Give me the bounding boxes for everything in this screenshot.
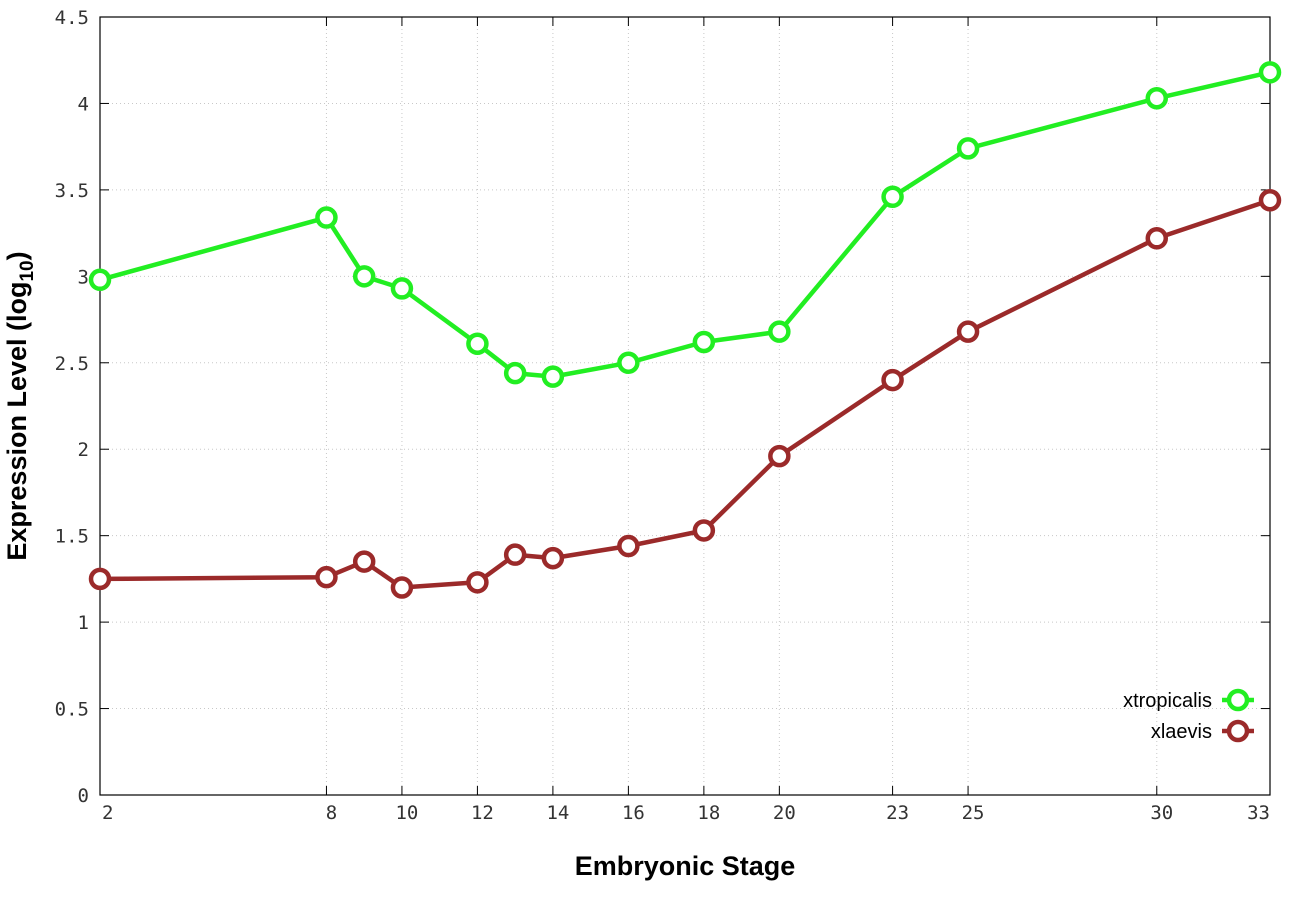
data-point [956, 320, 980, 343]
x-tick-label: 30 [1150, 802, 1173, 824]
data-point [1258, 189, 1282, 212]
y-tick-labels: 0 0.5 1 1.5 2 2.5 3 3.5 4 4.5 [55, 7, 89, 807]
y-tick-label: 1 [78, 612, 89, 634]
data-point [352, 550, 376, 573]
y-tick-label: 3.5 [55, 180, 89, 202]
legend-marker [1226, 688, 1250, 712]
y-tick-label: 4 [78, 93, 89, 115]
data-point [541, 365, 565, 388]
data-point [88, 268, 112, 292]
data-point [768, 444, 791, 468]
data-point [617, 534, 640, 558]
data-point [617, 351, 640, 375]
x-tick-label: 20 [773, 802, 796, 824]
y-axis-title: Expression Level (log10) [2, 251, 38, 560]
series-lines [88, 61, 1282, 599]
x-tick-label: 10 [395, 802, 418, 824]
data-point [88, 567, 112, 591]
y-tick-label: 4.5 [55, 7, 89, 29]
data-point [352, 265, 376, 288]
legend: xtropicalis xlaevis [1123, 688, 1254, 743]
x-tick-label: 2 [102, 802, 113, 824]
data-point [466, 571, 489, 594]
y-axis-title-main: Expression Level (log [2, 282, 32, 561]
x-tick-label: 8 [326, 802, 337, 824]
data-point [390, 576, 414, 599]
data-point [1145, 227, 1169, 250]
y-tick-label: 1.5 [55, 526, 89, 548]
y-tick-label: 0 [78, 785, 89, 807]
data-point [1145, 87, 1169, 110]
series-xtropicalis [88, 61, 1282, 388]
data-point [315, 206, 338, 229]
data-point [466, 332, 489, 356]
x-tick-label: 14 [546, 802, 569, 824]
series-line [99, 70, 1271, 379]
x-axis-title: Embryonic Stage [575, 851, 796, 881]
plot-frame [99, 16, 1271, 796]
legend-label: xlaevis [1151, 721, 1212, 743]
data-point [503, 361, 527, 385]
x-tick-labels: 2 8 10 12 14 16 18 20 23 25 30 33 [102, 802, 1270, 824]
x-tick-label: 12 [471, 802, 494, 824]
data-point [692, 330, 716, 354]
y-tick-label: 2.5 [55, 353, 89, 375]
grid-lines [100, 17, 1270, 795]
data-point [390, 277, 414, 300]
x-tick-label: 25 [962, 802, 985, 824]
series-line [99, 198, 1271, 590]
x-tick-label: 23 [886, 802, 909, 824]
y-tick-label: 3 [78, 266, 89, 288]
legend-marker [1226, 719, 1250, 743]
data-point [1258, 61, 1282, 84]
data-point [768, 320, 791, 343]
y-tick-label: 0.5 [55, 699, 89, 721]
x-tick-label: 16 [622, 802, 645, 824]
x-tick-label: 18 [697, 802, 720, 824]
data-point [956, 137, 980, 160]
data-point [881, 368, 904, 392]
data-point [503, 543, 527, 566]
series-xlaevis [88, 189, 1282, 599]
y-axis-title-close: ) [2, 251, 32, 260]
data-point [692, 519, 716, 542]
data-point [315, 565, 338, 589]
data-point [541, 546, 565, 570]
tick-marks [99, 16, 1271, 796]
y-tick-label: 2 [78, 439, 89, 461]
y-axis-title-subscript: 10 [17, 260, 38, 281]
legend-label: xtropicalis [1123, 690, 1212, 712]
data-point [881, 185, 904, 209]
x-tick-label: 33 [1247, 802, 1270, 824]
